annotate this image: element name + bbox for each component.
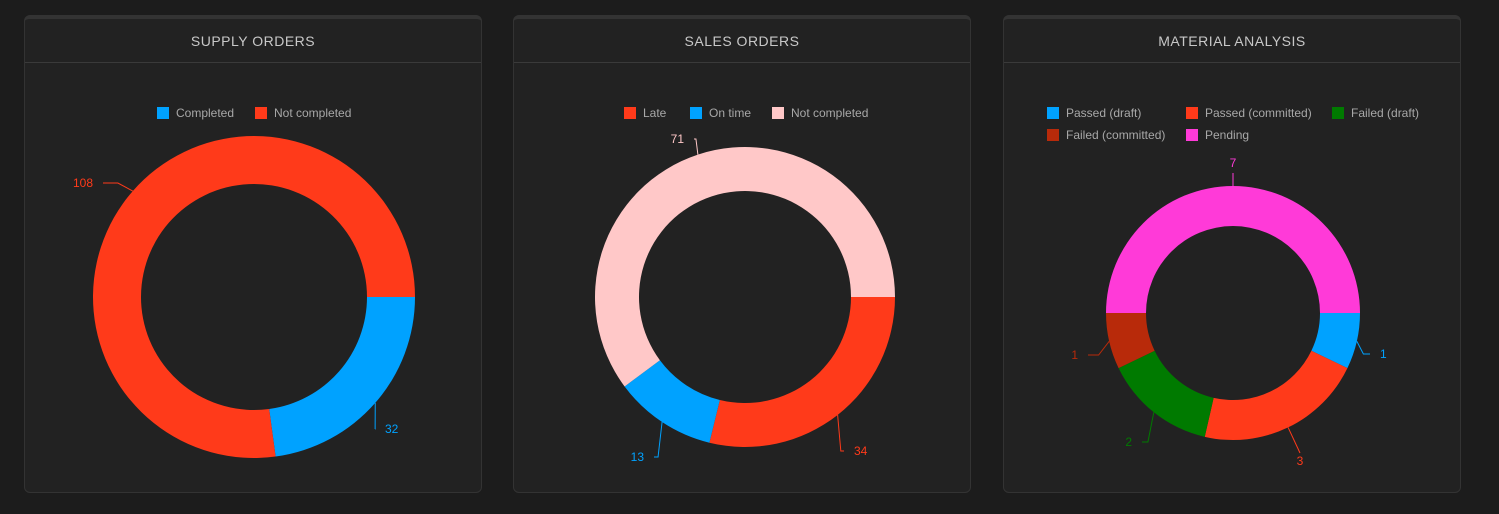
slice-passed-draft[interactable]: [1311, 313, 1360, 369]
value-label-completed: 32: [385, 422, 399, 436]
slice-completed[interactable]: [269, 297, 415, 457]
legend-label-pending[interactable]: Pending: [1205, 128, 1249, 142]
legend-swatch-not-completed: [255, 107, 267, 119]
leader-line-failed-committed: [1088, 340, 1110, 356]
legend-swatch-passed-committed: [1186, 107, 1198, 119]
supply-orders-panel: SUPPLY ORDERS Completed Not completed 32 10…: [24, 15, 482, 493]
legend-label-passed-committed[interactable]: Passed (committed): [1205, 106, 1312, 120]
leader-line-on-time: [654, 421, 663, 458]
legend-swatch-late: [624, 107, 636, 119]
value-label-not-completed: 108: [73, 176, 93, 190]
leader-line-late: [837, 414, 844, 452]
leader-line-passed-draft: [1356, 341, 1370, 355]
sales-orders-panel: SALES ORDERS Late On time Not completed 34 1…: [513, 15, 971, 493]
legend-label-not-completed[interactable]: Not completed: [274, 106, 351, 120]
slice-failed-committed[interactable]: [1106, 313, 1155, 369]
leader-line-not-completed: [694, 138, 699, 155]
material-analysis-panel: MATERIAL ANALYSIS Passed (draft) Passed (…: [1003, 15, 1461, 493]
supply-orders-chart: Completed Not completed 32 108: [73, 106, 415, 459]
slice-late[interactable]: [709, 297, 895, 447]
legend-swatch-pending: [1186, 129, 1198, 141]
legend-label-on-time[interactable]: On time: [709, 106, 751, 120]
legend-swatch-completed: [157, 107, 169, 119]
legend-label-failed-draft[interactable]: Failed (draft): [1351, 106, 1419, 120]
legend-label-failed-committed[interactable]: Failed (committed): [1066, 128, 1165, 142]
slice-passed-committed[interactable]: [1204, 350, 1348, 440]
slice-failed-draft[interactable]: [1118, 350, 1214, 437]
legend-label-late[interactable]: Late: [643, 106, 667, 120]
slice-on-time[interactable]: [624, 360, 720, 443]
value-label-on-time: 13: [631, 450, 645, 464]
leader-line-failed-draft: [1142, 412, 1155, 443]
slice-not-completed[interactable]: [595, 147, 895, 387]
legend-swatch-failed-draft: [1332, 107, 1344, 119]
value-label-failed-committed: 1: [1071, 348, 1078, 362]
legend-label-not-completed[interactable]: Not completed: [791, 106, 868, 120]
material-analysis-chart: Passed (draft) Passed (committed) Failed (…: [1047, 106, 1419, 468]
panel-title: MATERIAL ANALYSIS: [1004, 19, 1460, 63]
legend-swatch-not-completed: [772, 107, 784, 119]
value-label-late: 34: [854, 444, 868, 458]
legend-swatch-failed-committed: [1047, 129, 1059, 141]
leader-line-not-completed: [103, 182, 133, 192]
slice-pending[interactable]: [1106, 186, 1360, 313]
legend-swatch-passed-draft: [1047, 107, 1059, 119]
sales-orders-chart: Late On time Not completed 34 13 71: [595, 106, 895, 464]
panel-title: SALES ORDERS: [514, 19, 970, 63]
legend-label-completed[interactable]: Completed: [176, 106, 234, 120]
value-label-passed-committed: 3: [1297, 454, 1304, 468]
value-label-passed-draft: 1: [1380, 347, 1387, 361]
leader-line-passed-committed: [1287, 427, 1301, 454]
value-label-pending: 7: [1230, 156, 1237, 170]
legend-swatch-on-time: [690, 107, 702, 119]
panel-title: SUPPLY ORDERS: [25, 19, 481, 63]
value-label-failed-draft: 2: [1125, 435, 1132, 449]
legend-label-passed-draft[interactable]: Passed (draft): [1066, 106, 1141, 120]
value-label-not-completed: 71: [671, 132, 685, 146]
slice-not-completed[interactable]: [92, 136, 415, 459]
